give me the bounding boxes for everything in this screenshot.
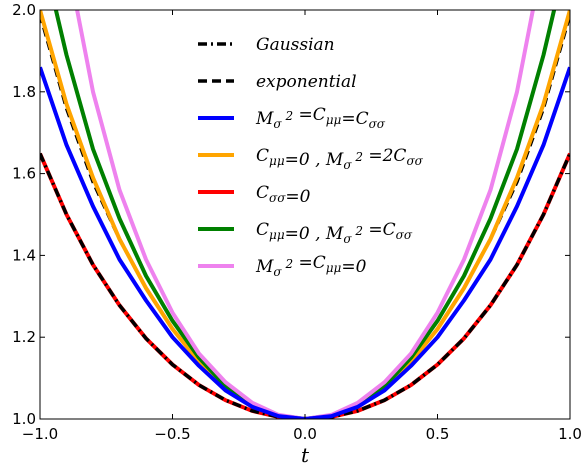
y-tick-label: 1.0	[12, 410, 36, 428]
y-tick-label: 2.0	[12, 1, 36, 19]
y-tick-label: 1.8	[12, 83, 36, 101]
legend-label-6: Cμμ=0 , Mσ 2 =Cσσ	[256, 220, 413, 246]
legend: Gaussian exponential Mσ 2 =Cμμ=Cσσ Cμμ=0 , …	[198, 35, 424, 279]
legend-label-4: Cμμ=0 , Mσ 2 =2Cσσ	[256, 146, 424, 172]
legend-label-3: Mσ 2 =Cμμ=Cσσ	[255, 105, 386, 131]
x-tick-label: −1.0	[22, 425, 58, 443]
x-axis-label: t	[301, 443, 310, 467]
series-line-1	[40, 152, 570, 419]
series-line-7	[75, 10, 535, 419]
y-tick-label: 1.6	[12, 165, 36, 183]
series-line-6	[53, 10, 557, 419]
legend-label-5: Cσσ=0	[256, 183, 311, 207]
legend-label-7: Mσ 2 =Cμμ=0	[255, 253, 367, 279]
y-tick-label: 1.4	[12, 246, 36, 264]
ticks-layer: −1.0 −0.5 0.0 0.5 1.0 1.0 1.2 1.4 1.6 1.8 2.0	[12, 1, 582, 443]
legend-label-1: Gaussian	[256, 35, 335, 55]
x-tick-label: 0.0	[293, 425, 317, 443]
series-layer	[40, 10, 570, 419]
x-tick-label: 0.5	[426, 425, 450, 443]
x-tick-label: −0.5	[154, 425, 190, 443]
series-line-3	[40, 66, 570, 419]
y-tick-label: 1.2	[12, 328, 36, 346]
legend-label-2: exponential	[256, 72, 357, 92]
series-line-4	[40, 10, 570, 419]
x-tick-label: 1.0	[558, 425, 582, 443]
